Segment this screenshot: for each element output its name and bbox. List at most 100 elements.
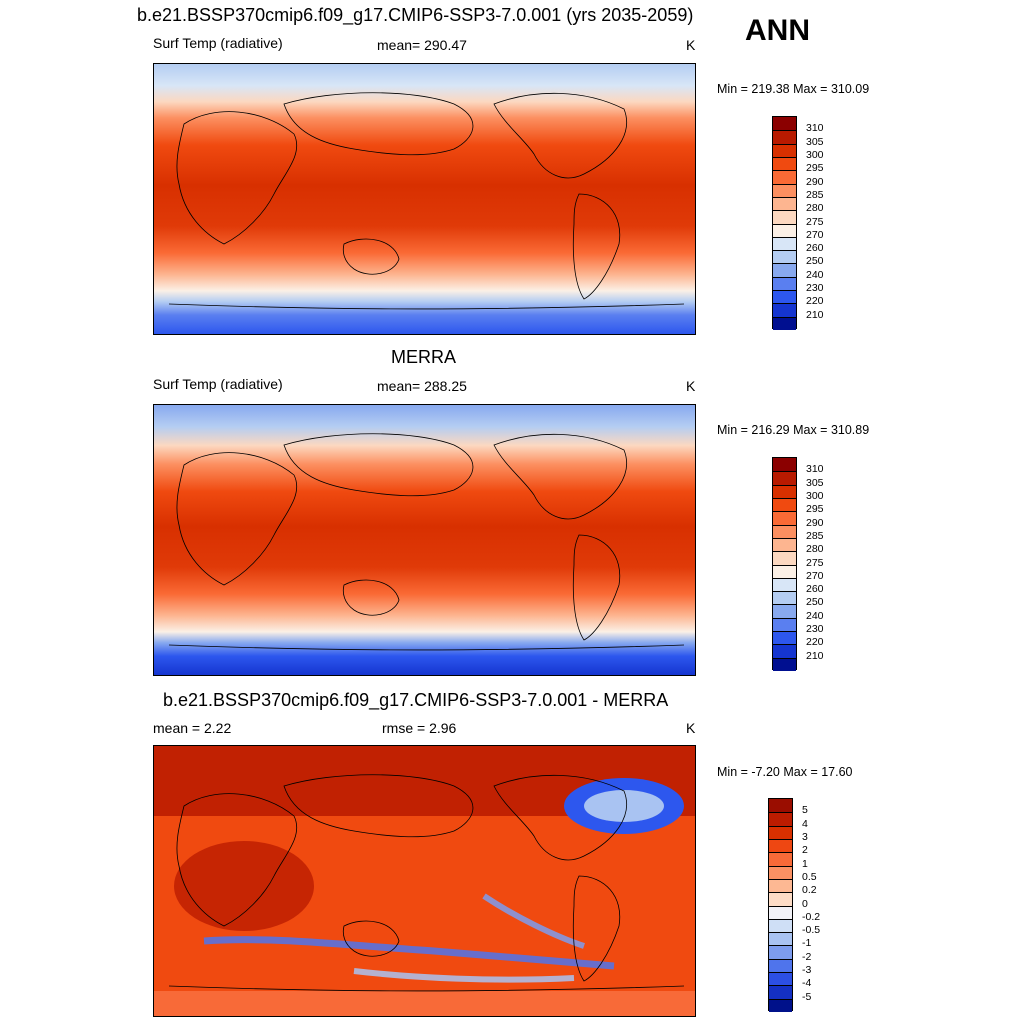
panel3-map-svg xyxy=(154,746,695,1016)
panel3-minmax: Min = -7.20 Max = 17.60 xyxy=(717,765,853,779)
colorbar-swatch xyxy=(773,644,796,658)
panel1-mean-label: mean= 290.47 xyxy=(377,37,467,53)
colorbar-swatch xyxy=(773,657,796,671)
colorbar-tick-label: 220 xyxy=(806,295,824,308)
panel2-map xyxy=(153,404,696,676)
panel1-colorbar-box xyxy=(772,116,797,330)
colorbar-swatch xyxy=(773,497,796,512)
colorbar-swatch xyxy=(773,524,796,538)
colorbar-swatch xyxy=(769,972,792,986)
colorbar-swatch xyxy=(773,156,796,171)
colorbar-swatch xyxy=(769,825,792,839)
colorbar-swatch xyxy=(769,812,792,826)
season-label: ANN xyxy=(745,14,810,47)
colorbar-swatch xyxy=(773,303,796,317)
colorbar-tick-label: 250 xyxy=(806,596,824,609)
colorbar-tick-label: 2 xyxy=(802,844,808,857)
panel2-units-label: K xyxy=(686,378,696,394)
panel1-map-svg xyxy=(154,64,695,334)
panel1-variable-label: Surf Temp (radiative) xyxy=(153,35,283,51)
panel3-mean-label: mean = 2.22 xyxy=(153,720,232,736)
colorbar-swatch xyxy=(773,183,796,197)
colorbar-swatch xyxy=(773,143,796,157)
colorbar-swatch xyxy=(769,865,792,879)
colorbar-tick-label: 260 xyxy=(806,583,824,596)
panel3-colorbar: 5 4 3 2 1 0.5 0.2 0 -0.2 -0.5 -1 -2 -3 -4 -5 xyxy=(768,798,848,1012)
colorbar-tick-label: 210 xyxy=(806,649,824,662)
colorbar-tick-label: 260 xyxy=(806,242,824,255)
colorbar-swatch xyxy=(769,932,792,946)
panel1-minmax: Min = 219.38 Max = 310.09 xyxy=(717,82,870,96)
colorbar-tick-label: 295 xyxy=(806,162,824,175)
colorbar-tick-label: 285 xyxy=(806,529,824,542)
panel2-coastlines xyxy=(168,433,685,651)
colorbar-swatch xyxy=(773,591,796,605)
colorbar-swatch xyxy=(769,998,792,1012)
colorbar-swatch xyxy=(769,799,792,813)
colorbar-swatch xyxy=(773,537,796,552)
colorbar-swatch xyxy=(769,878,792,893)
panel1-colorbar: 310 305 300 295 290 285 280 275 270 260 250 240 230 2… xyxy=(772,116,852,330)
colorbar-tick-label: 270 xyxy=(806,228,824,241)
colorbar-tick-label: -2 xyxy=(802,950,812,963)
colorbar-tick-label: 310 xyxy=(806,122,824,135)
colorbar-tick-label: 280 xyxy=(806,543,824,556)
panel3-title: b.e21.BSSP370cmip6.f09_g17.CMIP6-SSP3-7.… xyxy=(163,690,669,710)
colorbar-swatch xyxy=(769,905,792,919)
colorbar-tick-label: 4 xyxy=(802,817,808,830)
colorbar-tick-label: 280 xyxy=(806,202,824,215)
colorbar-tick-label: 270 xyxy=(806,569,824,582)
colorbar-swatch xyxy=(769,852,792,866)
panel2-map-svg xyxy=(154,405,695,675)
panel3-coastlines xyxy=(168,774,685,992)
colorbar-swatch xyxy=(773,316,796,330)
panel1-units-label: K xyxy=(686,37,696,53)
colorbar-tick-label: 210 xyxy=(806,308,824,321)
colorbar-tick-label: 300 xyxy=(806,148,824,161)
colorbar-swatch xyxy=(773,236,796,251)
colorbar-tick-label: 1 xyxy=(802,857,808,870)
colorbar-swatch xyxy=(769,918,792,933)
colorbar-swatch xyxy=(773,631,796,645)
colorbar-swatch xyxy=(773,577,796,592)
colorbar-tick-label: 275 xyxy=(806,556,824,569)
colorbar-swatch xyxy=(773,250,796,264)
colorbar-tick-label: -0.5 xyxy=(802,924,821,937)
plot-title: b.e21.BSSP370cmip6.f09_g17.CMIP6-SSP3-7.… xyxy=(137,5,694,25)
colorbar-swatch xyxy=(773,210,796,224)
colorbar-swatch xyxy=(769,838,792,853)
panel3-map xyxy=(153,745,696,1017)
panel2-title: MERRA xyxy=(391,347,457,367)
colorbar-swatch xyxy=(773,290,796,304)
colorbar-tick-label: -4 xyxy=(802,977,812,990)
colorbar-swatch xyxy=(773,223,796,237)
colorbar-tick-label: 275 xyxy=(806,215,824,228)
colorbar-tick-label: 0.2 xyxy=(802,884,817,897)
colorbar-tick-label: 290 xyxy=(806,516,824,529)
panel1-coastlines xyxy=(168,92,685,310)
colorbar-tick-label: 300 xyxy=(806,489,824,502)
colorbar-tick-label: 285 xyxy=(806,188,824,201)
colorbar-tick-label: 220 xyxy=(806,636,824,649)
colorbar-tick-label: 310 xyxy=(806,463,824,476)
colorbar-swatch xyxy=(773,617,796,632)
colorbar-tick-label: 0.5 xyxy=(802,870,817,883)
colorbar-tick-label: 0 xyxy=(802,897,808,910)
colorbar-tick-label: 3 xyxy=(802,830,808,843)
colorbar-swatch xyxy=(769,892,792,906)
colorbar-tick-label: -1 xyxy=(802,937,812,950)
colorbar-swatch xyxy=(773,117,796,131)
colorbar-swatch xyxy=(773,458,796,472)
panel3-units-label: K xyxy=(686,720,696,736)
colorbar-swatch xyxy=(773,130,796,144)
panel2-minmax: Min = 216.29 Max = 310.89 xyxy=(717,423,870,437)
colorbar-swatch xyxy=(773,196,796,211)
colorbar-tick-label: 240 xyxy=(806,268,824,281)
colorbar-swatch xyxy=(773,564,796,578)
colorbar-tick-label: 305 xyxy=(806,476,824,489)
colorbar-swatch xyxy=(769,985,792,999)
colorbar-swatch xyxy=(773,170,796,184)
colorbar-swatch xyxy=(773,484,796,498)
colorbar-tick-label: -3 xyxy=(802,964,812,977)
colorbar-swatch xyxy=(769,945,792,959)
